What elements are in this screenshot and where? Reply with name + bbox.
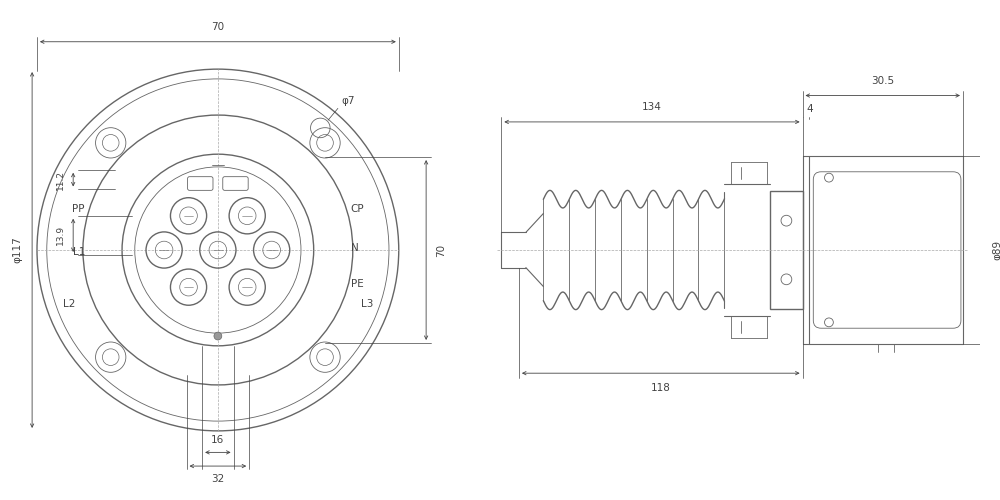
Text: L2: L2 [63,299,75,309]
Text: PE: PE [351,279,364,289]
Text: 13.9: 13.9 [56,226,65,246]
Text: 4: 4 [806,104,813,114]
Text: L3: L3 [361,299,373,309]
Bar [770,192,803,308]
Text: PP: PP [72,204,85,214]
Text: 11.2: 11.2 [56,170,65,190]
Text: 70: 70 [211,22,224,32]
Text: 134: 134 [642,102,662,112]
Text: CP: CP [351,204,364,214]
Text: 70: 70 [436,244,446,256]
Text: φ117: φ117 [12,236,22,264]
Text: L1: L1 [73,247,85,257]
Circle shape [214,332,222,340]
Text: N: N [351,243,359,253]
Text: 32: 32 [211,474,224,484]
Text: 118: 118 [651,383,671,393]
Text: φ89: φ89 [992,240,1000,260]
Text: φ7: φ7 [342,96,355,106]
Text: 16: 16 [211,434,224,444]
Text: 30.5: 30.5 [871,76,894,86]
